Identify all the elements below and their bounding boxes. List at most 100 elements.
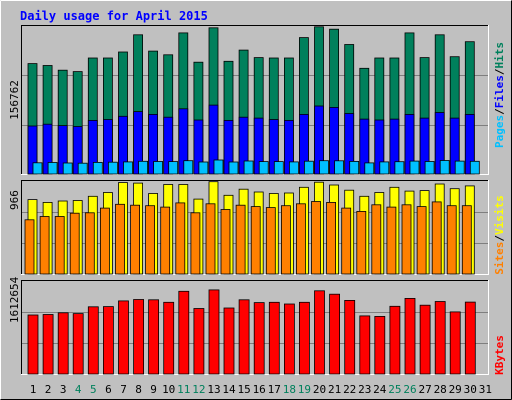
bar-kbytes-day-2 <box>42 314 54 375</box>
bar-pages-day-28 <box>439 160 450 175</box>
bar-kbytes-day-9 <box>148 299 160 375</box>
bar-sites-day-24 <box>371 204 382 275</box>
chart-title: Daily usage for April 2015 <box>20 9 208 23</box>
bar-pages-day-12 <box>198 161 209 175</box>
bar-files-day-12 <box>193 119 204 175</box>
bar-sites-day-1 <box>24 219 35 275</box>
bar-kbytes-day-13 <box>208 289 220 375</box>
bar-files-day-22 <box>344 113 355 175</box>
bar-kbytes-day-4 <box>72 313 84 375</box>
bar-kbytes-day-5 <box>87 306 99 375</box>
bar-kbytes-day-29 <box>449 311 461 375</box>
x-label-day-5: 5 <box>90 383 97 396</box>
bar-files-day-4 <box>72 126 83 175</box>
panel-visits-sites: 966 Sites/Visits <box>8 180 506 275</box>
bar-files-day-1 <box>27 125 38 175</box>
panel-kbytes: 1612654 KBytes <box>8 276 506 375</box>
x-label-day-21: 21 <box>328 383 341 396</box>
bar-sites-day-10 <box>160 206 171 275</box>
bar-sites-day-25 <box>386 206 397 275</box>
x-label-day-29: 29 <box>449 383 462 396</box>
bar-pages-day-15 <box>243 160 254 175</box>
bar-pages-day-2 <box>47 162 58 175</box>
x-label-day-6: 6 <box>105 383 112 396</box>
bar-files-day-16 <box>253 117 264 175</box>
x-label-day-2: 2 <box>45 383 52 396</box>
bar-kbytes-day-12 <box>193 308 205 375</box>
bar-sites-day-17 <box>265 207 276 275</box>
bar-sites-day-7 <box>115 203 125 275</box>
bar-files-day-24 <box>374 119 385 175</box>
bar-pages-day-16 <box>258 161 269 175</box>
bar-kbytes-day-21 <box>329 293 341 375</box>
bar-pages-day-24 <box>379 161 390 175</box>
bar-files-day-13 <box>208 104 219 175</box>
bar-files-day-30 <box>464 114 475 175</box>
bar-sites-day-18 <box>280 205 291 275</box>
bar-pages-day-19 <box>303 160 314 175</box>
x-label-day-25: 25 <box>388 383 401 396</box>
bar-kbytes-day-7 <box>118 300 129 375</box>
legend-kbytes: KBytes <box>493 335 506 375</box>
bar-sites-day-2 <box>39 216 50 275</box>
bar-sites-day-20 <box>311 201 321 275</box>
x-label-day-16: 16 <box>253 383 266 396</box>
bar-files-day-9 <box>148 114 159 175</box>
bar-pages-day-17 <box>273 161 284 175</box>
bar-kbytes-day-1 <box>27 314 39 375</box>
bar-pages-day-13 <box>213 159 224 175</box>
bar-kbytes-day-22 <box>344 299 356 375</box>
bar-kbytes-day-19 <box>298 301 310 375</box>
bar-files-day-5 <box>87 120 98 175</box>
bar-sites-day-29 <box>446 205 457 275</box>
bar-sites-day-11 <box>175 202 186 275</box>
bar-pages-day-14 <box>228 161 239 175</box>
x-label-day-7: 7 <box>120 383 127 396</box>
bar-sites-day-8 <box>130 204 141 275</box>
bar-files-day-6 <box>103 119 113 175</box>
bar-sites-day-26 <box>401 204 412 275</box>
bar-files-day-11 <box>178 108 189 175</box>
bar-kbytes-day-30 <box>464 301 476 375</box>
bar-pages-day-18 <box>288 161 299 175</box>
bar-kbytes-day-16 <box>253 302 265 375</box>
bar-files-day-23 <box>359 118 370 175</box>
bar-pages-day-27 <box>424 161 435 175</box>
legend-hits-files-pages: Pages/Files/Hits <box>493 42 506 148</box>
x-label-day-18: 18 <box>283 383 296 396</box>
bar-kbytes-day-10 <box>163 301 175 375</box>
bar-kbytes-day-20 <box>314 290 325 375</box>
x-label-day-8: 8 <box>135 383 142 396</box>
bar-sites-day-21 <box>326 201 337 275</box>
bar-files-day-3 <box>57 125 68 175</box>
x-label-day-17: 17 <box>268 383 281 396</box>
bar-pages-day-9 <box>153 161 164 175</box>
x-label-day-26: 26 <box>403 383 416 396</box>
bar-sites-day-22 <box>341 207 352 275</box>
bar-files-day-27 <box>419 117 430 175</box>
x-label-day-12: 12 <box>192 383 205 396</box>
x-label-day-11: 11 <box>177 383 190 396</box>
chart-panels: 156762Pages/Files/Hits966Sites/Visits161… <box>8 25 506 375</box>
bar-files-day-8 <box>133 111 144 175</box>
x-axis-labels: 1 2 3 4 5 6 7 8 9 10 11 12 13 14 15 16 17 18 19 20 21 22 23 24 2… <box>30 383 492 396</box>
bar-pages-day-21 <box>334 160 345 175</box>
bar-pages-day-25 <box>394 161 405 175</box>
x-label-day-27: 27 <box>418 383 431 396</box>
bar-pages-day-26 <box>409 160 420 175</box>
panel-hits-files-pages: 156762 Pages/Files/Hits <box>8 25 506 175</box>
bar-sites-day-28 <box>431 201 442 275</box>
bar-pages-day-10 <box>168 161 179 175</box>
bar-files-day-25 <box>389 118 400 175</box>
bar-pages-day-8 <box>138 160 149 175</box>
x-label-day-24: 24 <box>373 383 387 396</box>
x-label-day-28: 28 <box>434 383 447 396</box>
x-label-day-10: 10 <box>162 383 175 396</box>
bar-kbytes-day-23 <box>359 315 371 375</box>
bar-sites-day-16 <box>250 206 261 275</box>
bar-kbytes-day-6 <box>103 306 114 375</box>
bar-files-day-14 <box>223 120 234 175</box>
bar-pages-day-22 <box>349 160 360 175</box>
bar-files-day-15 <box>238 116 249 175</box>
bar-pages-day-1 <box>32 162 43 175</box>
